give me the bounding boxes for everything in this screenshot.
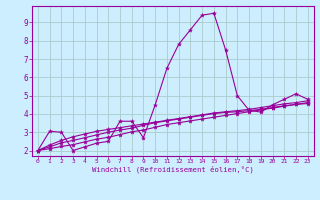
X-axis label: Windchill (Refroidissement éolien,°C): Windchill (Refroidissement éolien,°C) [92,166,254,173]
